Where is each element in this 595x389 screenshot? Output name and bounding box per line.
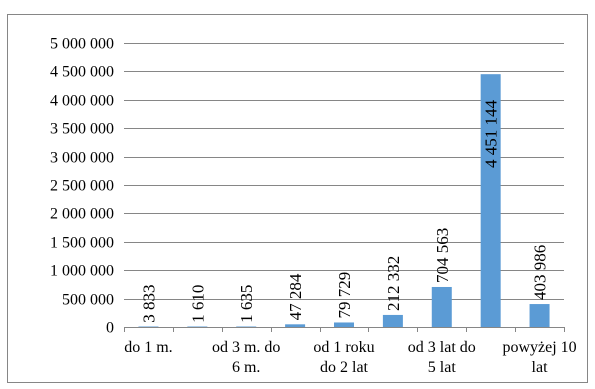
y-tick-label: 500 000 (62, 292, 114, 309)
bar (334, 322, 354, 327)
data-label: 3 833 (139, 285, 158, 323)
y-tick-label: 1 500 000 (50, 235, 114, 252)
data-label: 704 563 (433, 228, 452, 283)
x-category-label: 6 m. (232, 359, 260, 376)
y-tick-label: 5 000 000 (50, 36, 114, 53)
bar (431, 286, 452, 327)
x-category-label: powyżej 10 (502, 339, 576, 356)
bar (285, 324, 306, 327)
data-labels: 3 833 1 610 1 635 47 284 79 729 212 332 704 56… (139, 100, 549, 323)
data-label: 1 610 (188, 285, 207, 323)
y-tick-label: 2 000 000 (50, 206, 114, 223)
data-label: 403 986 (531, 245, 550, 300)
x-category-label: 5 lat (428, 359, 457, 376)
bar (138, 326, 159, 327)
x-axis (124, 327, 565, 332)
x-category-label: od 3 m. do (212, 339, 280, 356)
y-tick-label: 0 (106, 320, 114, 337)
bar (529, 304, 550, 327)
bar (480, 74, 501, 327)
data-label: 1 635 (237, 285, 256, 323)
x-category-label: od 1 roku (313, 339, 374, 356)
x-category-label: od 3 lat do (408, 339, 476, 356)
y-tick-label: 3 500 000 (50, 121, 114, 138)
x-axis-category-labels: do 1 m. od 3 m. do 6 m. od 1 roku do 2 lat od… (124, 339, 576, 376)
x-category-label: do 2 lat (320, 359, 369, 376)
bars (138, 74, 550, 327)
y-axis-tick-labels: 0 500 000 1 000 000 1 500 000 2 000 000 2 500… (50, 36, 114, 337)
bar (187, 326, 208, 327)
data-label: 79 729 (335, 272, 354, 319)
bar (236, 326, 257, 327)
y-tick-label: 4 000 000 (50, 93, 114, 110)
y-tick-label: 1 000 000 (50, 263, 114, 280)
data-label: 47 284 (286, 273, 305, 320)
bar (382, 314, 403, 327)
x-category-label: do 1 m. (124, 339, 172, 356)
data-label: 212 332 (384, 256, 403, 311)
x-category-label: lat (532, 359, 549, 376)
y-tick-label: 2 500 000 (50, 178, 114, 195)
y-tick-label: 4 500 000 (50, 64, 114, 81)
data-label: 4 451 144 (482, 100, 501, 168)
y-tick-label: 3 000 000 (50, 150, 114, 167)
